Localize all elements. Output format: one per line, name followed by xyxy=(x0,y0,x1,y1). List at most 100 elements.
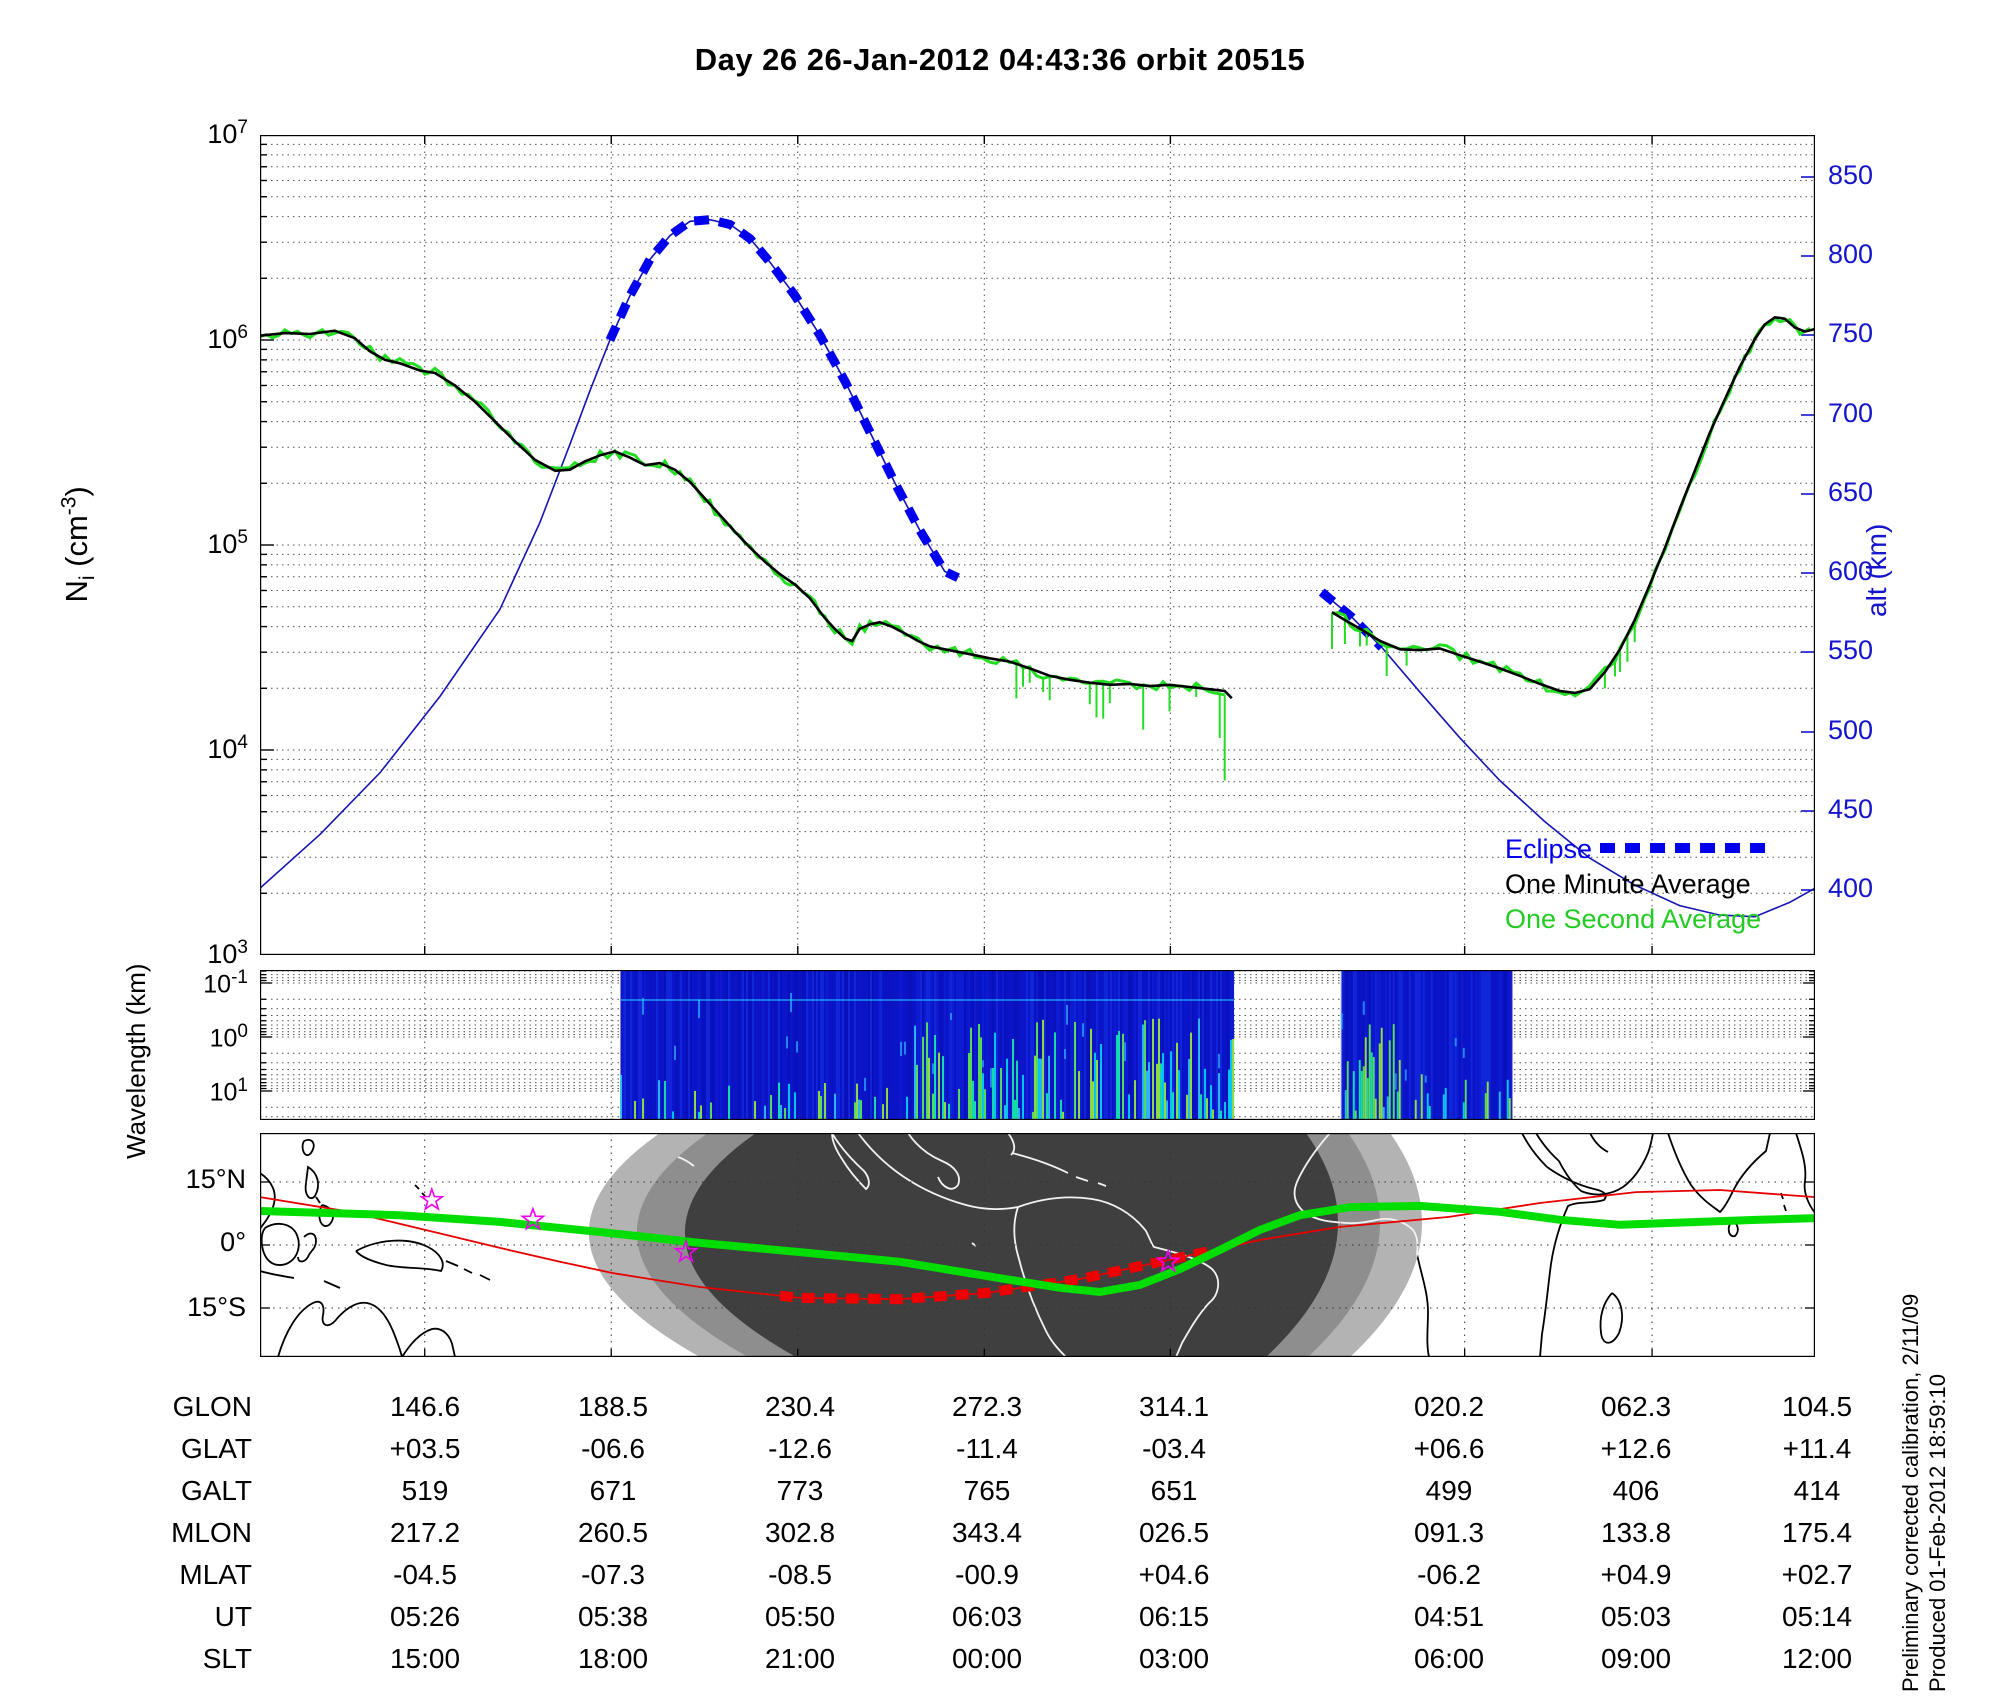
table-row-label-MLAT: MLAT xyxy=(179,1559,252,1590)
table-cell-GLAT-3: -12.6 xyxy=(768,1433,832,1464)
table-row-label-MLON: MLON xyxy=(171,1517,252,1548)
altitude-tick-500: 500 xyxy=(1828,715,1874,745)
table-cell-UT-8: 05:14 xyxy=(1781,1601,1853,1632)
table-cell-MLAT-6: -06.2 xyxy=(1417,1559,1481,1590)
altitude-tick-550: 550 xyxy=(1828,635,1874,665)
altitude-tick-750: 750 xyxy=(1828,318,1874,348)
legend-eclipse-dash-sample xyxy=(1600,843,1765,853)
table-cell-SLT-4: 00:00 xyxy=(951,1643,1023,1674)
altitude-tick-650: 650 xyxy=(1828,477,1874,507)
table-cell-MLON-3: 302.8 xyxy=(764,1517,836,1548)
legend-one-second-average: One Second Average xyxy=(1505,904,1762,934)
world-map-svg xyxy=(256,1132,1819,1358)
table-cell-MLAT-3: -08.5 xyxy=(768,1559,832,1590)
table-cell-GLAT-1: +03.5 xyxy=(389,1433,461,1464)
map-panel-border xyxy=(259,1132,1816,1358)
map-eclipse-dashes xyxy=(779,1246,1210,1305)
table-cell-GLON-1: 146.6 xyxy=(389,1391,461,1422)
table-cell-GLAT-2: -06.6 xyxy=(581,1433,645,1464)
table-cell-SLT-3: 21:00 xyxy=(764,1643,836,1674)
altitude-tick-850: 850 xyxy=(1828,160,1874,190)
table-cell-SLT-7: 09:00 xyxy=(1600,1643,1672,1674)
table-cell-GLON-6: 020.2 xyxy=(1413,1391,1485,1422)
table-cell-MLON-4: 343.4 xyxy=(951,1517,1023,1548)
table-cell-MLAT-7: +04.9 xyxy=(1600,1559,1672,1590)
altitude-curve xyxy=(259,218,1816,918)
event-stars xyxy=(419,1186,1181,1273)
map-axis-ticks xyxy=(260,1181,1815,1357)
table-cell-MLAT-1: -04.5 xyxy=(393,1559,457,1590)
wavelength-spectrogram-panel xyxy=(259,969,1816,1121)
table-cell-MLAT-5: +04.6 xyxy=(1138,1559,1210,1590)
density-tick-1e7: 107 xyxy=(207,117,248,149)
wavelength-gridlines xyxy=(260,970,1815,1120)
density-tick-1e5: 105 xyxy=(207,527,248,559)
table-cell-MLON-2: 260.5 xyxy=(577,1517,649,1548)
altitude-tick-600: 600 xyxy=(1828,556,1874,586)
y-axis-label-density: Ni (cm-3) xyxy=(57,486,99,603)
table-cell-SLT-8: 12:00 xyxy=(1781,1643,1853,1674)
table-cell-MLON-8: 175.4 xyxy=(1781,1517,1853,1548)
map-gridlines xyxy=(260,1133,1815,1357)
table-cell-UT-6: 04:51 xyxy=(1413,1601,1485,1632)
table-cell-MLON-5: 026.5 xyxy=(1138,1517,1210,1548)
produced-note: Produced 01-Feb-2012 18:59:10 xyxy=(1925,1373,1950,1692)
table-cell-SLT-5: 03:00 xyxy=(1138,1643,1210,1674)
density-tick-1e6: 106 xyxy=(207,322,248,354)
table-cell-GLAT-8: +11.4 xyxy=(1782,1433,1852,1464)
table-cell-GALT-2: 671 xyxy=(589,1475,637,1506)
table-cell-GLON-7: 062.3 xyxy=(1600,1391,1672,1422)
wavelength-tick-1e-1: 10-1 xyxy=(203,967,248,999)
table-row-label-GLAT: GLAT xyxy=(180,1433,252,1464)
table-cell-GALT-1: 519 xyxy=(401,1475,449,1506)
table-row-label-GLON: GLON xyxy=(172,1391,252,1422)
table-cell-SLT-2: 18:00 xyxy=(577,1643,649,1674)
map-lat-label-15S: 15°S xyxy=(187,1292,246,1322)
table-cell-UT-2: 05:38 xyxy=(577,1601,649,1632)
wavelength-tick-1e0: 100 xyxy=(209,1021,248,1053)
page-title: Day 26 26-Jan-2012 04:43:36 orbit 20515 xyxy=(694,42,1306,77)
density-tick-1e4: 104 xyxy=(207,732,248,764)
table-cell-GLAT-6: +06.6 xyxy=(1413,1433,1485,1464)
table-cell-SLT-1: 15:00 xyxy=(389,1643,461,1674)
table-cell-GLON-8: 104.5 xyxy=(1781,1391,1853,1422)
density-panel-border xyxy=(259,134,1816,956)
wavelength-panel-border xyxy=(259,969,1816,1121)
magnetic-equator-track xyxy=(256,1201,1819,1297)
legend-one-minute-average: One Minute Average xyxy=(1505,869,1751,899)
table-cell-MLAT-2: -07.3 xyxy=(581,1559,645,1590)
table-row-label-GALT: GALT xyxy=(180,1475,252,1506)
altitude-tick-800: 800 xyxy=(1828,239,1874,269)
y-axis-label-wavelength: Wavelength (km) xyxy=(121,963,151,1159)
density-chart-svg xyxy=(259,134,1816,956)
table-cell-GALT-5: 651 xyxy=(1150,1475,1198,1506)
table-cell-UT-1: 05:26 xyxy=(389,1601,461,1632)
spectrogram-svg xyxy=(259,969,1816,1121)
table-cell-GALT-6: 499 xyxy=(1425,1475,1473,1506)
table-cell-GLON-5: 314.1 xyxy=(1138,1391,1210,1422)
table-cell-UT-4: 06:03 xyxy=(951,1601,1023,1632)
table-cell-UT-3: 05:50 xyxy=(764,1601,836,1632)
table-cell-MLON-6: 091.3 xyxy=(1413,1517,1485,1548)
table-cell-GALT-7: 406 xyxy=(1612,1475,1660,1506)
density-tick-1e3: 103 xyxy=(207,937,248,969)
spectrogram-segments xyxy=(620,970,1513,1120)
table-cell-GALT-4: 765 xyxy=(963,1475,1011,1506)
ground-track-map-panel xyxy=(256,1132,1819,1358)
coastlines-night xyxy=(677,1133,1422,1357)
table-cell-UT-7: 05:03 xyxy=(1600,1601,1672,1632)
table-cell-GLON-2: 188.5 xyxy=(577,1391,649,1422)
altitude-tick-450: 450 xyxy=(1828,794,1874,824)
calibration-note: Preliminary corrected calibration, 2/11/… xyxy=(1898,1293,1923,1692)
table-cell-GLON-3: 230.4 xyxy=(764,1391,836,1422)
eclipse-segments xyxy=(605,215,1385,651)
legend-eclipse-label: Eclipse xyxy=(1505,834,1593,864)
map-lat-label-0: 0° xyxy=(220,1227,246,1257)
table-cell-GALT-3: 773 xyxy=(776,1475,824,1506)
table-cell-MLAT-4: -00.9 xyxy=(955,1559,1019,1590)
altitude-tick-400: 400 xyxy=(1828,873,1874,903)
table-row-label-SLT: SLT xyxy=(202,1643,252,1674)
wavelength-tick-1e1: 101 xyxy=(209,1075,248,1107)
table-cell-MLAT-8: +02.7 xyxy=(1781,1559,1853,1590)
